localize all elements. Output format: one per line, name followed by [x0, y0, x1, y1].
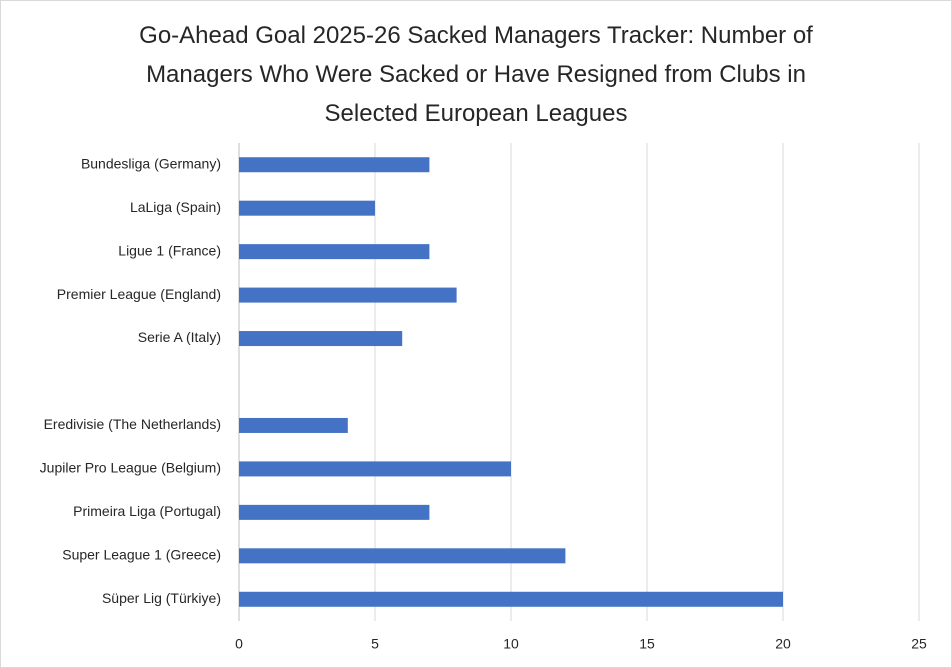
x-tick-label: 25	[911, 636, 927, 652]
y-tick-label: Eredivisie (The Netherlands)	[44, 416, 221, 432]
x-tick-label: 20	[775, 636, 791, 652]
bar	[239, 244, 430, 260]
y-tick-label: Bundesliga (Germany)	[81, 155, 221, 171]
bar	[239, 461, 511, 477]
y-tick-label: Serie A (Italy)	[138, 329, 221, 345]
x-tick-label: 15	[639, 636, 655, 652]
y-tick-label: Ligue 1 (France)	[118, 242, 221, 258]
y-tick-label: Primeira Liga (Portugal)	[73, 503, 221, 519]
y-tick-label: Super League 1 (Greece)	[62, 547, 221, 563]
bar	[239, 331, 403, 347]
x-tick-label: 5	[371, 636, 379, 652]
y-tick-label: Jupiler Pro League (Belgium)	[40, 460, 221, 476]
bar	[239, 417, 348, 433]
bar	[239, 200, 375, 216]
y-tick-label: Süper Lig (Türkiye)	[102, 590, 221, 606]
bar	[239, 591, 783, 607]
y-tick-label: LaLiga (Spain)	[130, 199, 221, 215]
bar	[239, 548, 566, 564]
bar	[239, 504, 430, 520]
y-tick-label: Premier League (England)	[57, 286, 221, 302]
x-tick-label: 10	[503, 636, 519, 652]
bar	[239, 287, 457, 303]
x-tick-label: 0	[235, 636, 243, 652]
bar	[239, 157, 430, 173]
chart-title: Go-Ahead Goal 2025-26 Sacked Managers Tr…	[139, 22, 813, 127]
